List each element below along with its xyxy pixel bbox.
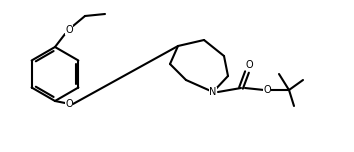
Text: N: N <box>209 87 217 97</box>
Text: O: O <box>245 60 253 70</box>
Text: O: O <box>65 25 73 35</box>
Text: O: O <box>263 85 271 95</box>
Text: O: O <box>65 99 73 109</box>
